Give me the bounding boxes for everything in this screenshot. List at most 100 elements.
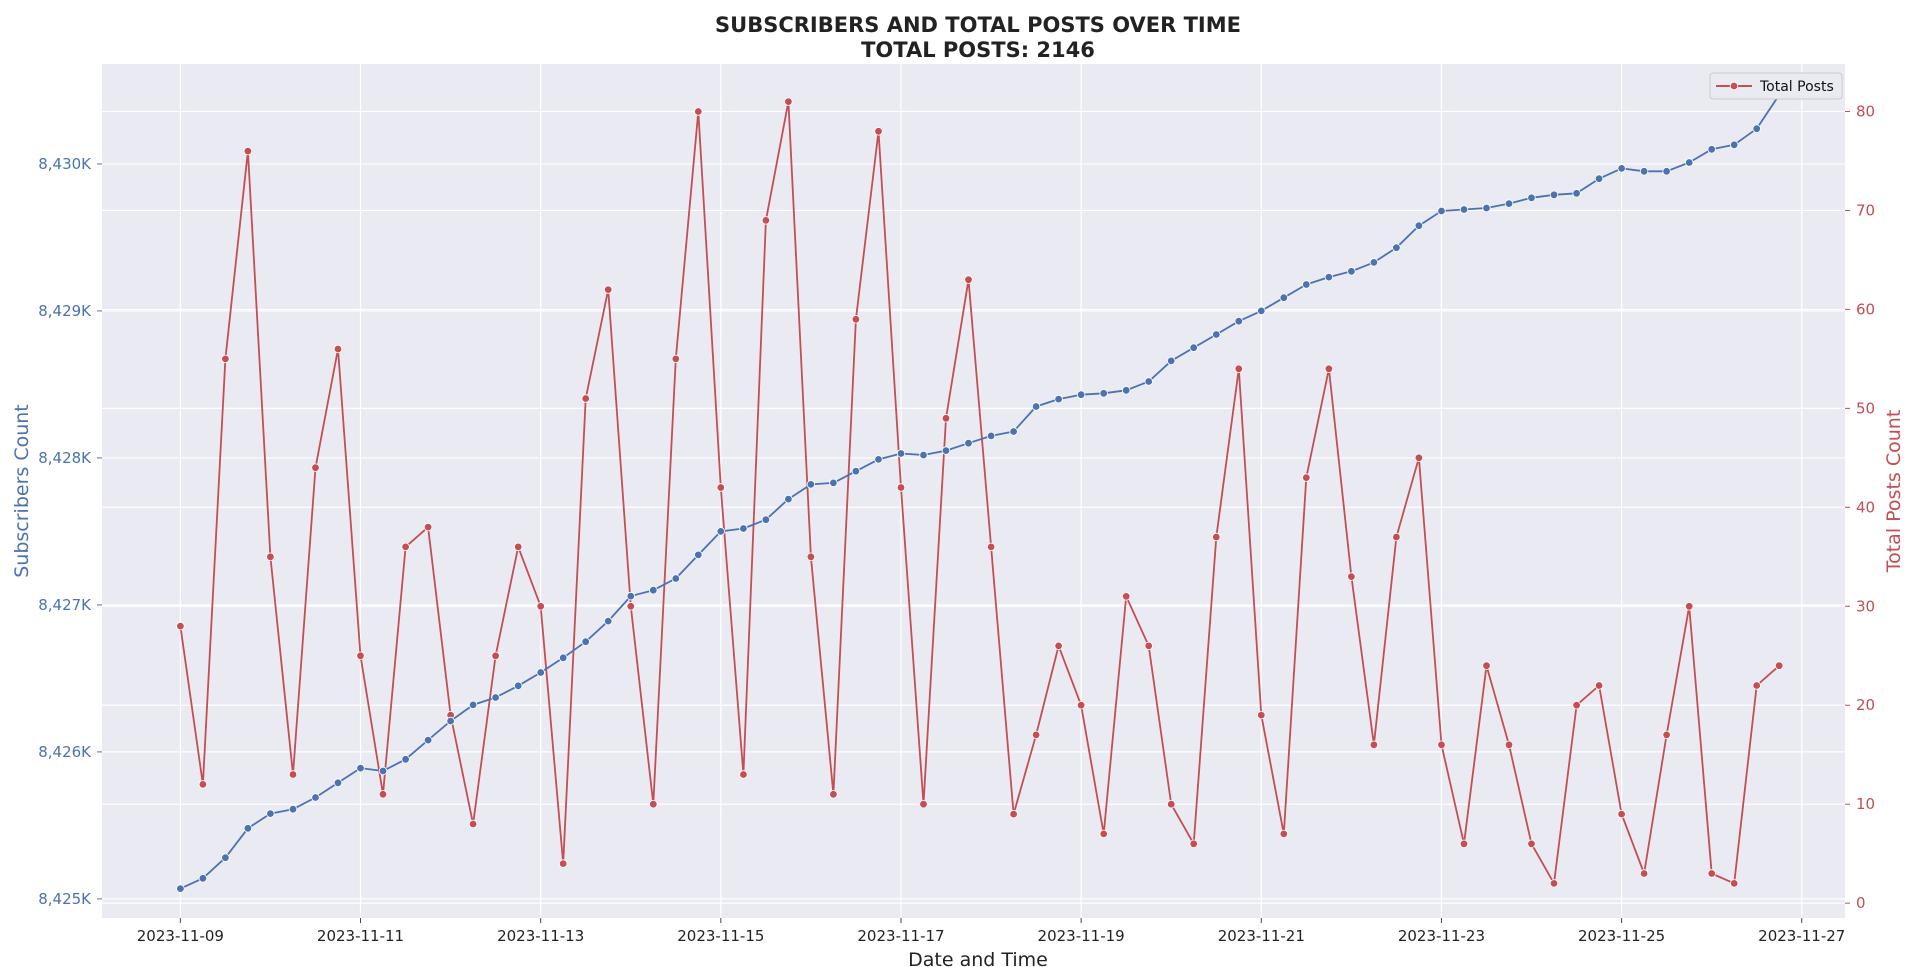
data-point: [423, 522, 433, 532]
data-point: [333, 344, 343, 354]
x-axis-label: Date and Time: [908, 949, 1048, 967]
data-point: [1572, 701, 1581, 710]
data-point: [851, 315, 861, 324]
data-point: [784, 97, 793, 106]
series-subscribers: [176, 90, 1784, 893]
data-point: [468, 700, 478, 710]
data-point: [1572, 189, 1581, 198]
data-point: [1459, 839, 1469, 848]
data-point: [829, 790, 838, 799]
data-point: [1279, 829, 1288, 839]
right-tick-label: 60: [1856, 300, 1875, 318]
data-point: [671, 574, 680, 583]
data-point: [401, 755, 410, 764]
data-point: [176, 884, 185, 893]
data-point: [198, 874, 208, 883]
data-point: [761, 515, 771, 524]
data-point: [1392, 243, 1401, 252]
data-point: [378, 766, 388, 776]
data-point: [716, 527, 725, 536]
series-line: [179, 100, 1780, 885]
data-point: [1414, 221, 1424, 230]
data-point: [559, 859, 568, 868]
data-point: [1076, 701, 1086, 710]
data-point: [604, 285, 613, 294]
data-point: [1031, 402, 1041, 411]
x-tick-label: 2023-11-21: [1218, 927, 1305, 945]
data-point: [964, 439, 973, 448]
data-point: [1504, 740, 1514, 749]
data-point: [581, 394, 590, 403]
legend: Total Posts: [1709, 72, 1843, 100]
data-point: [446, 716, 455, 726]
x-tick-label: 2023-11-17: [857, 927, 944, 945]
data-point: [1684, 602, 1694, 611]
data-point: [1234, 364, 1243, 373]
left-axis-ticks: 8,425K 8,426K 8,427K 8,428K 8,429K 8,430K: [38, 155, 102, 908]
data-point: [581, 637, 590, 646]
data-point: [784, 494, 793, 504]
data-point: [378, 790, 388, 799]
data-point: [401, 542, 410, 552]
data-point: [626, 591, 635, 601]
data-point: [1369, 258, 1379, 267]
data-point: [694, 107, 703, 116]
data-point: [1437, 206, 1446, 216]
x-tick-label: 2023-11-09: [137, 927, 224, 945]
right-tick-label: 30: [1856, 597, 1875, 615]
data-point: [356, 763, 365, 773]
left-axis-label: Subscribers Count: [11, 404, 33, 578]
data-point: [1324, 364, 1334, 373]
data-point: [671, 354, 680, 364]
legend-label-total-posts: Total Posts: [1759, 79, 1834, 95]
x-axis-ticks: 2023-11-09 2023-11-11 2023-11-13 2023-11-15…: [137, 918, 1845, 945]
data-point: [333, 778, 343, 787]
data-point: [1257, 306, 1266, 316]
data-point: [806, 480, 816, 489]
data-point: [536, 668, 545, 677]
x-tick-label: 2023-11-19: [1038, 927, 1125, 945]
data-point: [243, 146, 253, 156]
data-point: [266, 552, 275, 561]
data-point: [1189, 343, 1198, 352]
data-point: [1054, 394, 1063, 404]
data-point: [1729, 879, 1739, 888]
data-point: [964, 275, 973, 284]
data-point: [1054, 641, 1063, 651]
data-point: [716, 483, 725, 492]
data-point: [514, 681, 523, 690]
right-axis-ticks: 0 10 20 30 40 50 60 70 80: [1845, 102, 1875, 912]
right-tick-label: 20: [1856, 696, 1875, 714]
data-point: [1752, 681, 1761, 690]
data-point: [806, 552, 816, 561]
data-point: [1212, 330, 1221, 339]
data-point: [1302, 280, 1311, 289]
data-point: [266, 809, 275, 818]
data-point: [1369, 740, 1379, 749]
data-point: [1144, 377, 1153, 386]
data-point: [739, 524, 748, 533]
data-point: [1279, 293, 1288, 302]
data-point: [1347, 572, 1356, 581]
data-point: [491, 651, 500, 660]
left-tick-label: 8,428K: [38, 449, 92, 467]
data-point: [423, 735, 433, 745]
data-point: [1594, 174, 1604, 183]
data-point: [626, 602, 635, 611]
data-point: [986, 431, 996, 441]
data-point: [288, 770, 298, 779]
data-point: [1121, 592, 1131, 601]
x-tick-label: 2023-11-23: [1398, 927, 1485, 945]
data-point: [1549, 879, 1559, 888]
x-tick-label: 2023-11-27: [1758, 927, 1845, 945]
left-tick-label: 8,430K: [38, 155, 92, 173]
grid: [102, 64, 1845, 918]
right-tick-label: 50: [1856, 399, 1875, 417]
data-point: [896, 483, 906, 492]
data-point: [941, 446, 951, 455]
data-point: [1729, 140, 1739, 149]
data-point: [559, 653, 568, 662]
x-tick-label: 2023-11-15: [677, 927, 764, 945]
data-point: [1662, 167, 1671, 176]
data-point: [1347, 267, 1356, 276]
